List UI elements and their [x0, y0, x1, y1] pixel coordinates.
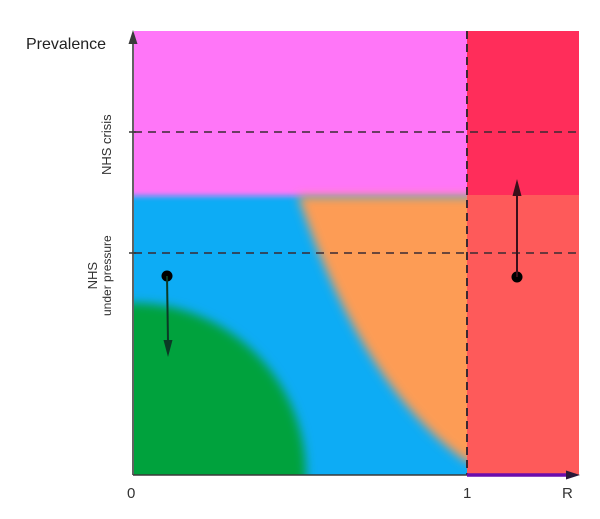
x-axis-arrowhead-icon [566, 470, 580, 480]
region-pink [134, 31, 467, 210]
arrow-up-icon [512, 179, 522, 196]
nhs-crisis-label: NHS crisis [99, 114, 114, 175]
x-tick-1: 1 [463, 485, 472, 502]
pressure-label-line1: NHS [85, 261, 100, 290]
pressure-label-line2: under pressure [100, 235, 114, 316]
region-green [134, 303, 306, 475]
region-orange [298, 196, 467, 462]
x-axis-title: R [562, 485, 573, 502]
x-tick-0: 0 [127, 485, 136, 502]
y-axis-title: Prevalence [26, 36, 107, 53]
nhs-under-pressure-label: NHS under pressure [85, 235, 114, 316]
down-arrow-shaft [166, 275, 169, 343]
region-light-red [467, 195, 579, 475]
y-axis-arrowhead-icon [128, 30, 138, 44]
arrow-down-icon [163, 340, 173, 357]
region-dark-red [467, 31, 579, 195]
